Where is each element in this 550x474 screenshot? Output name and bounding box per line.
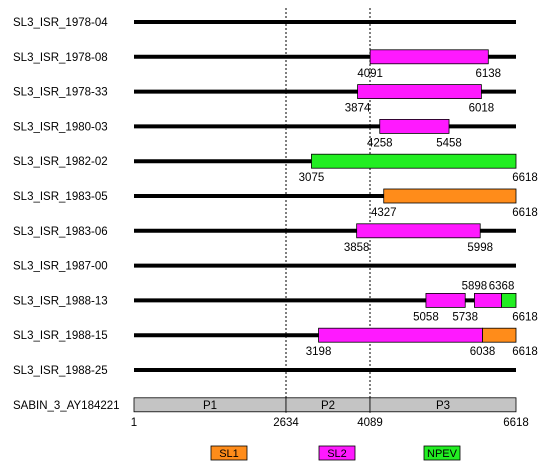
legend-swatch-sl2 [318,445,356,461]
recombinant-segment-sl2 [318,327,483,343]
recombinant-segment-sl1 [482,327,517,343]
track-label: SL3_ISR_1978-04 [13,17,108,29]
recombinant-segment-npev [311,153,517,169]
region-label: P3 [436,400,450,412]
segment-end-label: 6138 [475,68,501,80]
segment-start-label: 3198 [306,346,332,358]
segment-start-label: 6368 [489,280,515,292]
track-label: SL3_ISR_1988-25 [13,365,108,377]
recombinant-segment-sl2 [474,292,502,308]
axis-tick-label: 2634 [273,417,299,429]
legend-label: SL1 [219,448,239,460]
recombinant-segment-sl1 [383,188,517,204]
legend-swatch-sl1 [210,445,248,461]
recombinant-segment-sl2 [425,292,466,308]
segment-end-label: 6618 [512,346,538,358]
track-label: SL3_ISR_1978-08 [13,52,108,64]
segment-end-label: 6018 [469,103,495,115]
segment-start-label: 5898 [462,280,488,292]
track-label: SL3_ISR_1978-33 [13,87,108,99]
track-label: SL3_ISR_1980-03 [13,121,108,133]
track-label: SL3_ISR_1983-05 [13,191,108,203]
recombinant-segment-sl2 [379,119,450,134]
axis-tick-label: 4089 [357,417,383,429]
reference-label: SABIN_3_AY184221 [13,400,120,412]
segment-start-label: 4258 [367,137,393,149]
track-label: SL3_ISR_1982-02 [13,156,108,168]
reference-region [369,397,517,413]
segment-start-label: 3075 [299,172,325,184]
track-label: SL3_ISR_1983-06 [13,226,108,238]
segment-start-label: 3874 [345,103,371,115]
axis-tick-label: 1 [131,417,137,429]
segment-end-label: 5738 [452,311,478,323]
segment-end-label: 6618 [512,311,538,323]
legend-label: NPEV [427,448,458,460]
recombinant-segment-sl2 [356,223,481,239]
track-label: SL3_ISR_1988-15 [13,330,108,342]
track-label: SL3_ISR_1988-13 [13,295,108,307]
recombinant-segment-sl2 [357,84,482,99]
legend-swatch-npev [423,445,461,461]
region-label: P2 [321,400,335,412]
segment-end-label: 5458 [436,137,462,149]
segment-start-label: 4327 [371,207,397,219]
segment-start-label: 5058 [413,311,439,323]
region-label: P1 [203,400,217,412]
track-label: SL3_ISR_1987-00 [13,261,108,273]
segment-end-label: 5998 [467,242,493,254]
recombinant-segment-npev [501,292,517,308]
segment-end-label: 6618 [512,207,538,219]
legend-label: SL2 [327,448,347,460]
axis-tick-label: 6618 [503,417,529,429]
segment-start-label: 6038 [470,346,496,358]
segment-start-label: 4091 [357,68,383,80]
segment-start-label: 3858 [344,242,370,254]
segment-end-label: 6618 [512,172,538,184]
recombinant-segment-sl2 [369,49,489,65]
